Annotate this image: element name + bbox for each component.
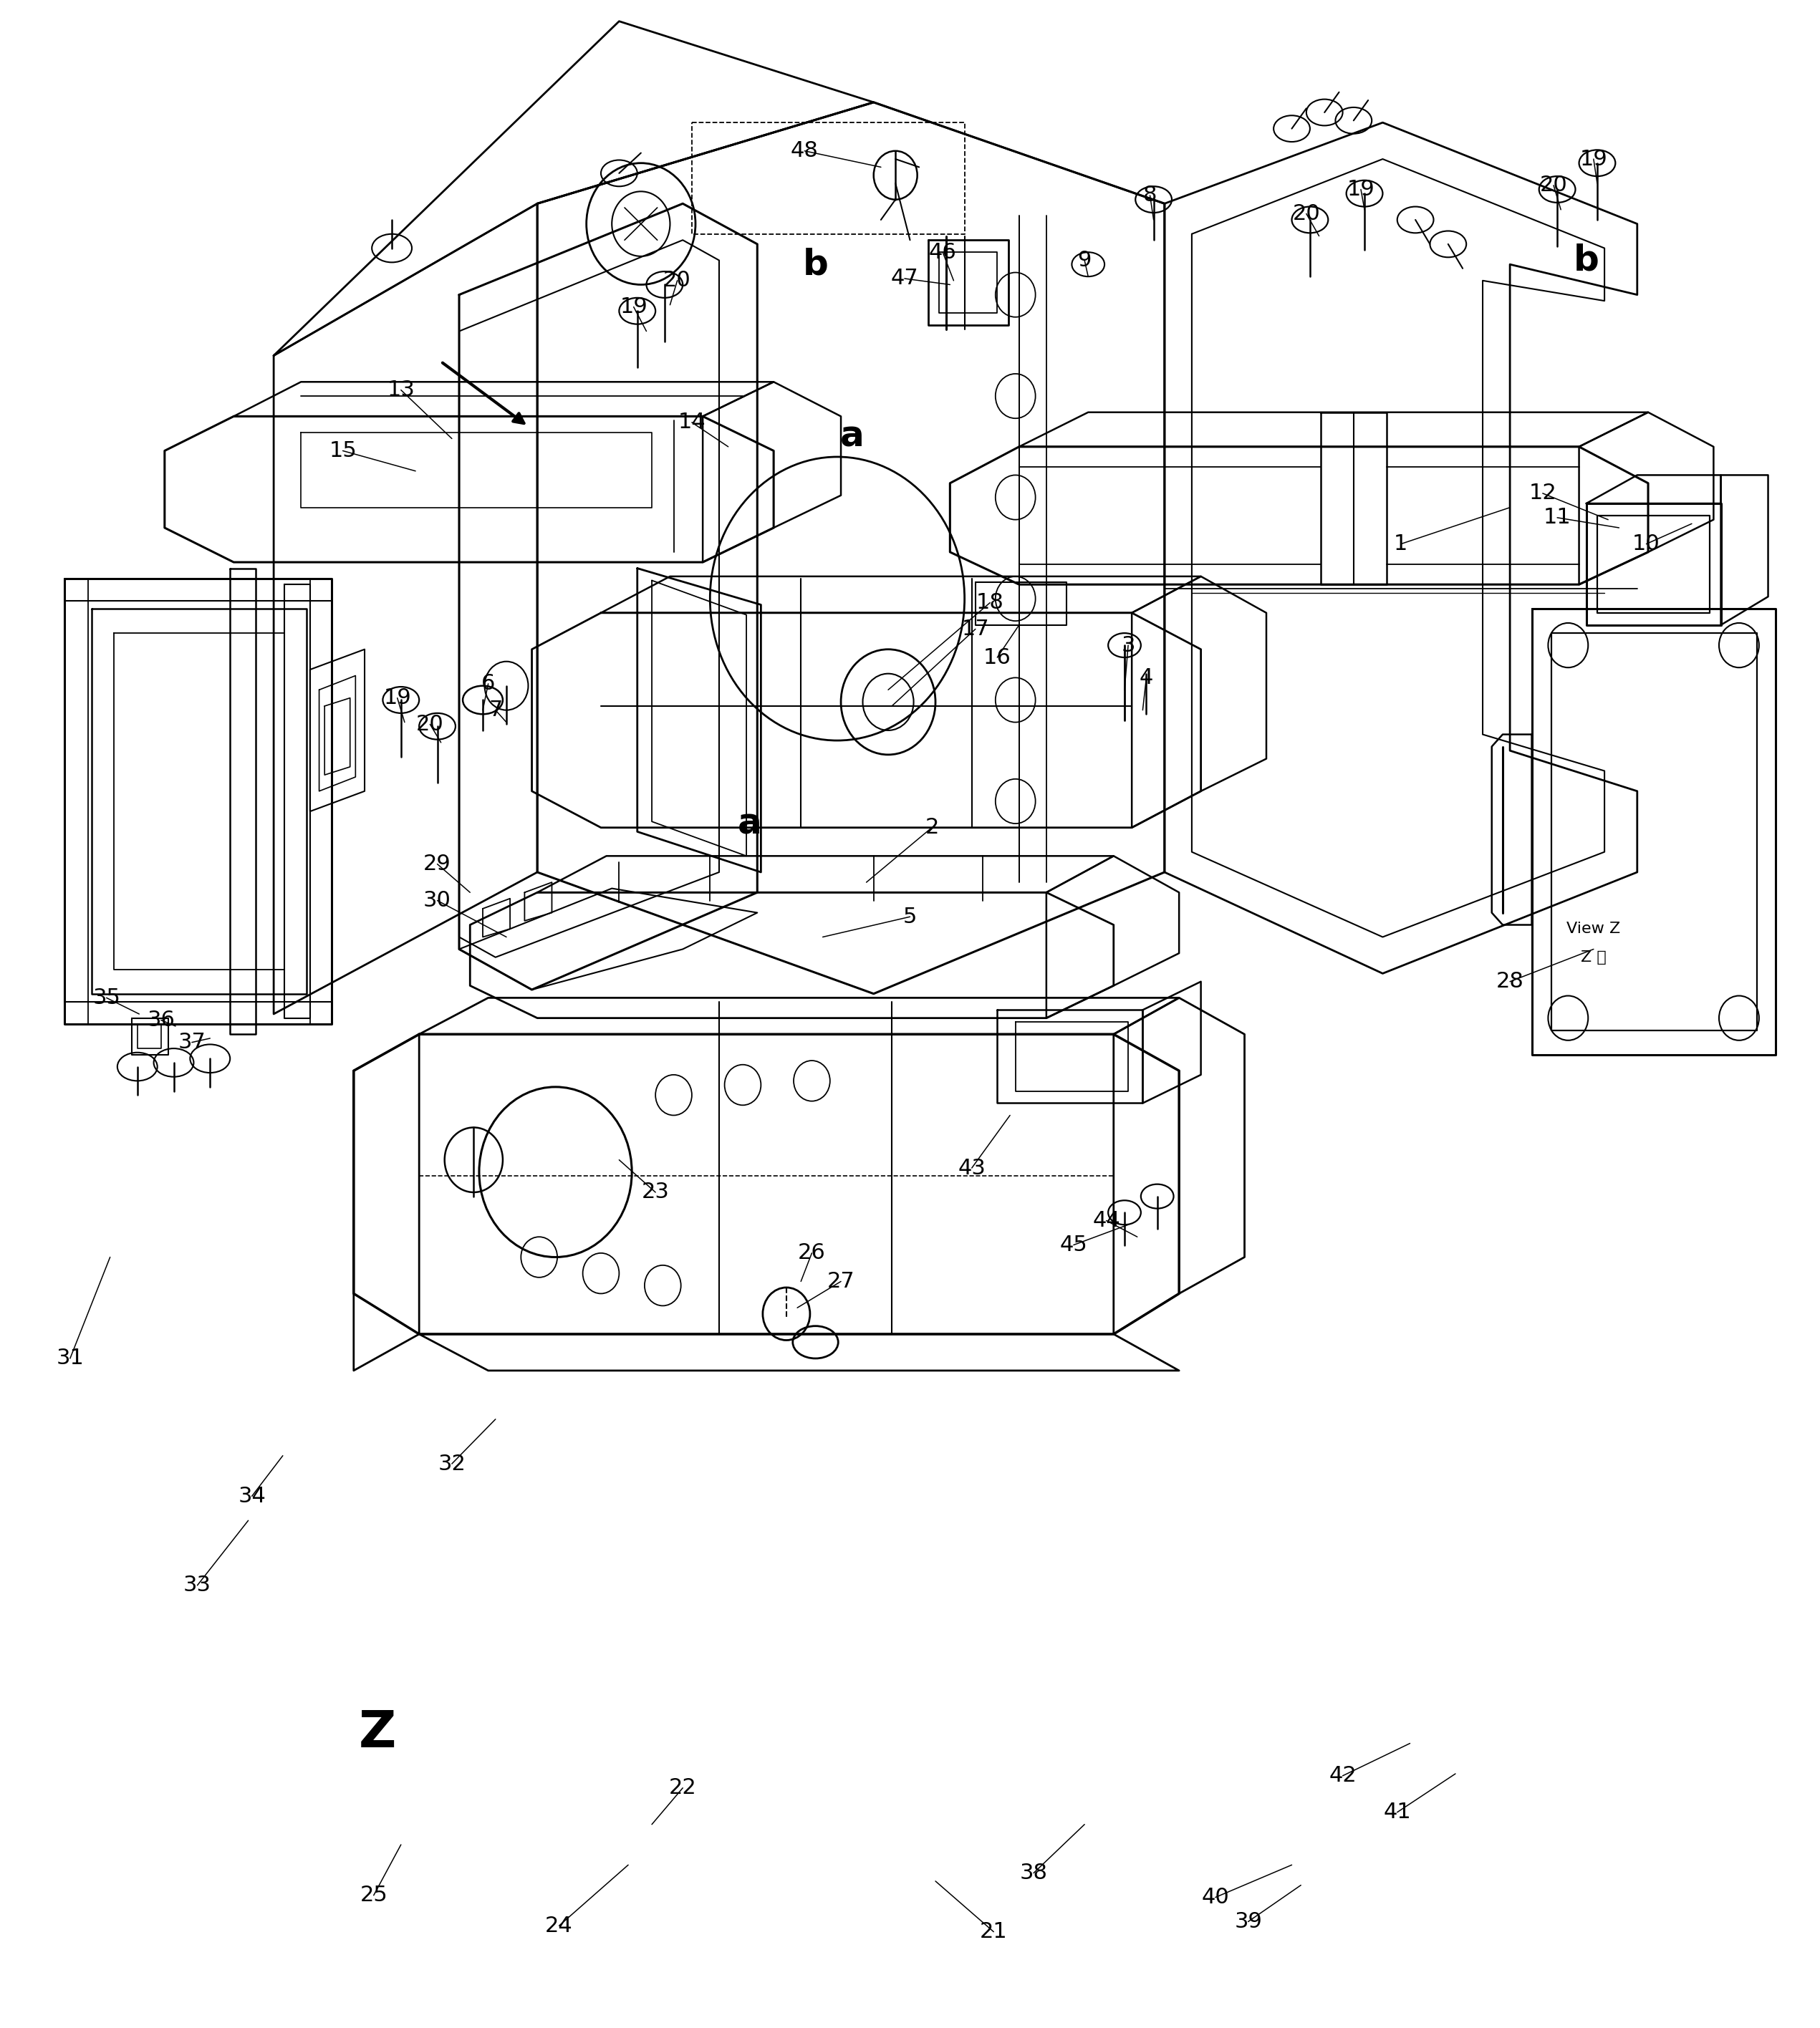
Text: b: b (803, 247, 828, 282)
Text: a: a (737, 807, 763, 842)
Text: 8: 8 (1143, 185, 1158, 207)
Text: 21: 21 (979, 1921, 1008, 1943)
Text: a: a (839, 420, 864, 454)
Text: 30: 30 (424, 890, 451, 911)
Text: 23: 23 (642, 1182, 670, 1203)
Text: 12: 12 (1529, 483, 1556, 503)
Text: 11: 11 (1543, 507, 1571, 527)
Text: 32: 32 (439, 1454, 466, 1474)
Text: 18: 18 (976, 592, 1005, 612)
Text: 26: 26 (797, 1243, 826, 1263)
Text: Z 視: Z 視 (1582, 949, 1607, 965)
Text: 3: 3 (1121, 635, 1136, 655)
Text: 7: 7 (488, 700, 502, 720)
Text: 34: 34 (238, 1487, 266, 1507)
Text: 27: 27 (826, 1272, 855, 1292)
Text: 13: 13 (388, 379, 415, 400)
Text: 9: 9 (1077, 249, 1092, 270)
Text: 4: 4 (1139, 667, 1154, 687)
Text: 1: 1 (1394, 533, 1409, 554)
Text: 35: 35 (93, 988, 120, 1008)
Text: 2: 2 (925, 817, 939, 838)
Text: 36: 36 (147, 1010, 175, 1030)
Text: 46: 46 (928, 241, 957, 262)
Text: 19: 19 (621, 296, 648, 316)
Text: 28: 28 (1496, 971, 1523, 992)
Text: 44: 44 (1092, 1211, 1121, 1231)
Text: 31: 31 (56, 1349, 84, 1369)
Text: 20: 20 (1540, 174, 1567, 197)
Text: 47: 47 (890, 268, 919, 288)
Text: 25: 25 (360, 1884, 388, 1906)
Text: 38: 38 (1019, 1862, 1048, 1884)
Text: 40: 40 (1201, 1886, 1229, 1908)
Text: 24: 24 (546, 1914, 573, 1937)
Text: 19: 19 (1580, 148, 1607, 170)
Text: 6: 6 (480, 673, 495, 694)
Text: 20: 20 (664, 270, 692, 290)
Text: 19: 19 (1347, 178, 1374, 201)
Text: 17: 17 (961, 619, 990, 639)
Text: 41: 41 (1383, 1801, 1410, 1823)
Text: 14: 14 (679, 412, 706, 432)
Text: 43: 43 (957, 1158, 986, 1178)
Text: 48: 48 (790, 140, 819, 162)
Text: 20: 20 (417, 714, 444, 734)
Text: 20: 20 (1292, 203, 1320, 225)
Text: 5: 5 (903, 907, 917, 927)
Text: 37: 37 (178, 1032, 206, 1053)
Text: 22: 22 (670, 1779, 697, 1799)
Text: b: b (1574, 243, 1600, 278)
Text: 29: 29 (424, 854, 451, 874)
Text: 45: 45 (1059, 1235, 1088, 1255)
Text: 15: 15 (329, 440, 357, 460)
Text: View Z: View Z (1567, 923, 1620, 937)
Text: 16: 16 (983, 647, 1012, 667)
Text: 42: 42 (1329, 1766, 1356, 1787)
Text: 10: 10 (1633, 533, 1660, 554)
Text: Z: Z (359, 1708, 397, 1758)
Text: 33: 33 (184, 1576, 211, 1596)
Text: 39: 39 (1234, 1910, 1261, 1933)
Text: 19: 19 (384, 687, 411, 708)
